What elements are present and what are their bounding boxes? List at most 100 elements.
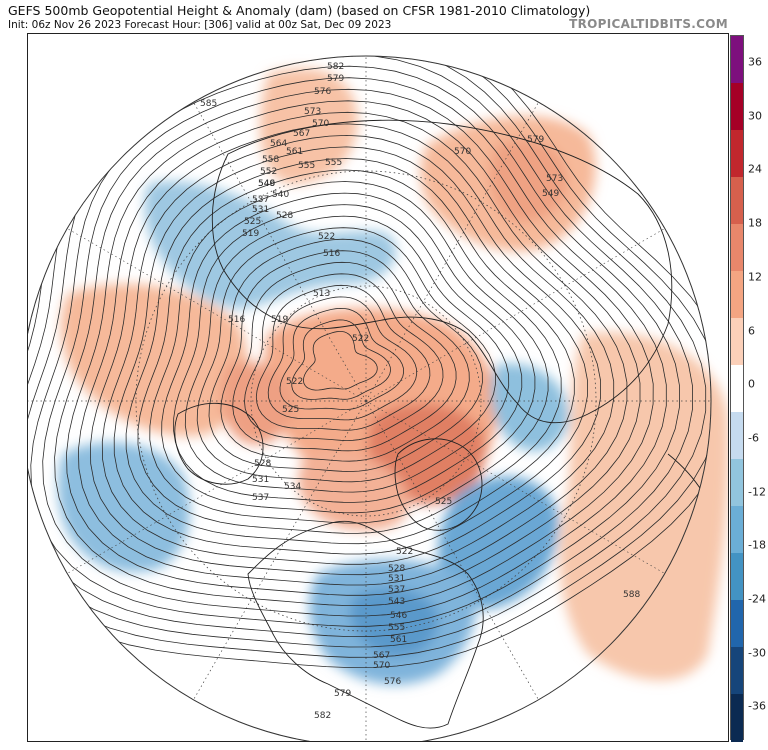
brand-watermark: TROPICALTIDBITS.COM [569,17,728,31]
height-contour-line [125,158,575,545]
height-contours [28,56,711,669]
contour-label: 564 [270,139,287,149]
height-contour-line [77,111,628,586]
contour-label: 522 [286,377,303,387]
contour-label-layer: 5825795765735705675645615585555525495465… [200,62,640,721]
contour-label: 537 [388,585,405,595]
map-panel: 582 579 576 573 570 567 564 561 558 555 552 549 546 5… [27,33,729,742]
colorbar-tick-label: -18 [748,538,766,552]
colorbar-segment [731,83,743,131]
height-contour-line [28,56,707,648]
meridian-line [185,400,367,713]
colorbar-segment [731,271,743,319]
anomaly-cold-siberia [144,181,396,309]
meridian-line [365,400,547,713]
contour-label: 531 [388,574,405,584]
contour-label: 537 [252,493,269,503]
contour-label: 573 [546,174,563,184]
height-contour-line [149,181,549,524]
colorbar-segment [731,365,743,413]
contour-label: 525 [435,497,452,507]
latitude-circle [250,285,482,517]
contour-label: 576 [314,87,331,97]
contour-label: 579 [327,74,344,84]
contour-label: 531 [252,475,269,485]
colorbar-segment [731,553,743,601]
contour-label: 528 [388,564,405,574]
colorbar-tick-label: -36 [748,699,766,713]
contour-label: 528 [254,459,271,469]
meridian-line [54,220,367,402]
contour-label: 549 [258,179,275,189]
anomaly-warm-atlantic [559,332,728,681]
colorbar-segment [731,224,743,272]
meridian-line [365,400,678,582]
colorbar-segment [731,506,743,554]
meridian-line [365,89,547,402]
colorbar-tick-label: -30 [748,646,766,660]
colorbar-segment [731,130,743,178]
colorbar-segment [731,459,743,507]
contour-label: 534 [284,482,301,492]
contour-label: 531 [252,205,269,215]
height-contour-line [267,296,418,421]
contour-label: 555 [298,161,315,171]
contour-label: 582 [314,711,331,721]
contour-label: 516 [228,315,245,325]
height-contour-line [42,77,667,617]
meridian-line [54,400,367,582]
height-contour-line [220,250,470,462]
height-contour-line [173,204,523,503]
contour-label: 525 [282,405,299,415]
contour-label: 546 [390,611,407,621]
colorbar-tick-label: 24 [748,162,762,176]
anomaly-warm-pacific [61,284,249,436]
polar-stereographic-map: 5825795765735705675645615585555525495465… [28,55,728,741]
colorbar-tick-label: 30 [748,109,762,123]
contour-label: 522 [318,232,335,242]
contour-label: 513 [313,289,330,299]
contour-label: 549 [542,189,559,199]
anomaly-cold-north-atlantic [438,476,559,609]
graticule [28,56,711,741]
colorbar-tick-label: 12 [748,270,762,284]
contour-label: 567 [373,651,390,661]
anomaly-colorbar [730,35,744,742]
height-contour-line [255,284,431,431]
coast-alaska [174,402,264,485]
colorbar-segment [731,647,743,695]
height-contour-line [28,56,694,637]
anomaly-warm-europe-core [489,138,568,223]
colorbar-segment [731,694,743,742]
contour-label: 561 [286,147,303,157]
contour-label: 537 [252,195,269,205]
contour-label: 570 [454,147,471,157]
coast-africa [667,453,711,695]
anomaly-warm-nw-pacific [259,68,358,184]
height-contour-line [184,215,510,493]
height-contour-line [161,192,536,514]
colorbar-segment [731,36,743,84]
height-contour-line [208,238,483,472]
height-contour-line [66,100,641,596]
colorbar-segment [731,318,743,366]
contour-label: 582 [327,62,344,72]
contour-label: 525 [244,217,261,227]
contour-label: 519 [242,229,259,239]
colorbar-tick-label: 6 [748,324,755,337]
coastlines [174,119,711,729]
chart-title: GEFS 500mb Geopotential Height & Anomaly… [8,3,591,18]
height-contour-line [28,56,711,669]
contour-label: 546 [258,179,275,189]
height-contour-line [28,56,711,658]
height-contour-line [137,169,562,534]
height-contour-line [196,227,496,483]
height-contour-line [232,261,457,452]
colorbar-tick-label: -6 [748,431,759,445]
contour-label: 516 [323,249,340,259]
height-contour-line [89,123,615,576]
colorbar-tick-label: 18 [748,216,762,230]
contour-label: 567 [293,129,310,139]
contour-label: 585 [200,99,217,109]
height-contour-line [279,307,405,411]
